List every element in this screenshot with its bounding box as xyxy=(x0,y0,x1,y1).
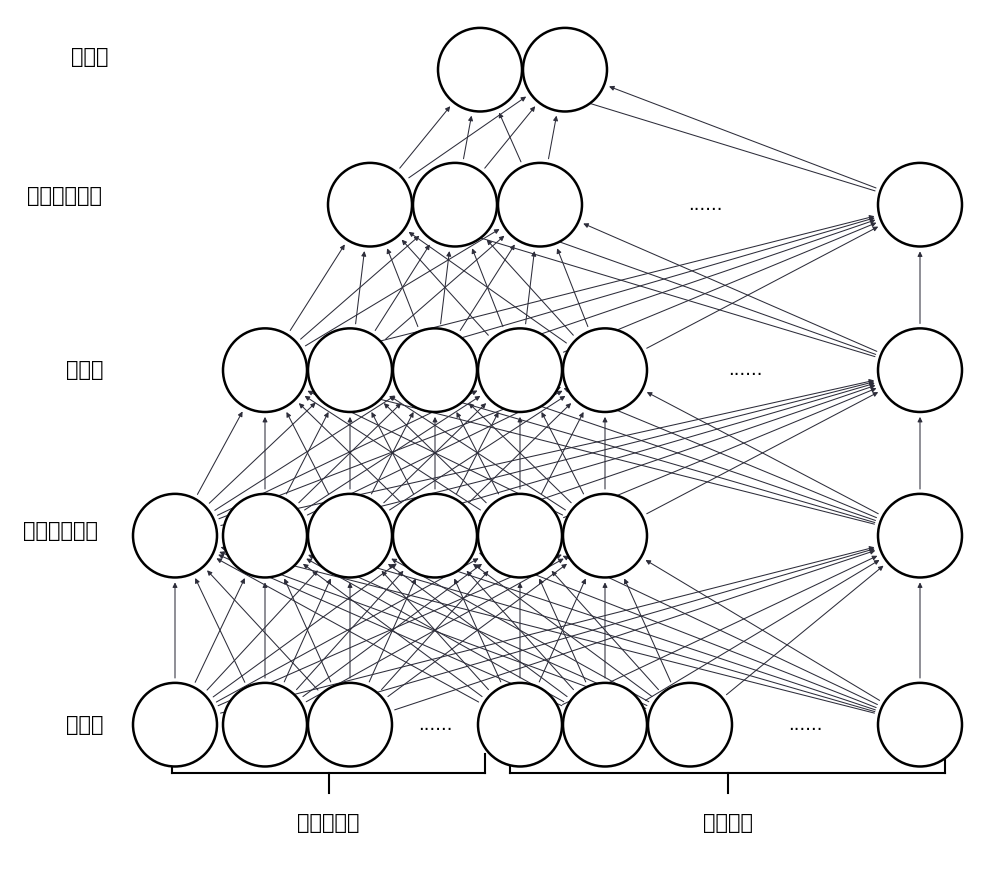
Text: 目标用户: 目标用户 xyxy=(703,814,753,833)
Ellipse shape xyxy=(438,28,522,111)
Text: 输出层: 输出层 xyxy=(71,47,109,66)
Ellipse shape xyxy=(223,328,307,412)
Ellipse shape xyxy=(878,683,962,766)
Text: ......: ...... xyxy=(418,716,452,733)
Ellipse shape xyxy=(223,683,307,766)
Ellipse shape xyxy=(563,683,647,766)
Text: 第一全连接层: 第一全连接层 xyxy=(22,522,98,541)
Ellipse shape xyxy=(133,494,217,577)
Ellipse shape xyxy=(563,494,647,577)
Text: 激活层: 激活层 xyxy=(66,361,104,380)
Ellipse shape xyxy=(563,328,647,412)
Text: 输入层: 输入层 xyxy=(66,715,104,734)
Ellipse shape xyxy=(308,494,392,577)
Ellipse shape xyxy=(648,683,732,766)
Text: ......: ...... xyxy=(688,196,722,213)
Ellipse shape xyxy=(498,163,582,246)
Text: ......: ...... xyxy=(788,716,822,733)
Ellipse shape xyxy=(308,683,392,766)
Ellipse shape xyxy=(223,494,307,577)
Ellipse shape xyxy=(328,163,412,246)
Ellipse shape xyxy=(393,328,477,412)
Text: ......: ...... xyxy=(728,361,762,379)
Ellipse shape xyxy=(478,683,562,766)
Ellipse shape xyxy=(413,163,497,246)
Ellipse shape xyxy=(478,328,562,412)
Ellipse shape xyxy=(878,494,962,577)
Ellipse shape xyxy=(878,163,962,246)
Ellipse shape xyxy=(523,28,607,111)
Ellipse shape xyxy=(308,328,392,412)
Ellipse shape xyxy=(393,494,477,577)
Text: 第二全连接层: 第二全连接层 xyxy=(28,186,103,206)
Ellipse shape xyxy=(878,328,962,412)
Ellipse shape xyxy=(478,494,562,577)
Text: 待推送团单: 待推送团单 xyxy=(297,814,359,833)
Ellipse shape xyxy=(133,683,217,766)
